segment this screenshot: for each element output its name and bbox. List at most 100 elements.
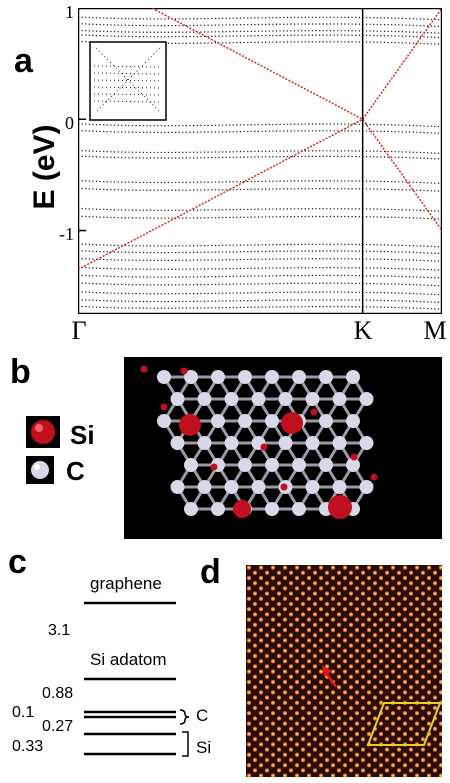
carbon-atom: [211, 502, 225, 516]
si-adatom-level-label: Si adatom: [90, 650, 167, 669]
carbon-atom: [265, 370, 279, 384]
silicon-atom: [233, 500, 251, 518]
silicon-atom: [280, 483, 288, 491]
silicon-atom: [310, 408, 318, 416]
inset-band-line: [93, 100, 163, 103]
carbon-atom: [359, 436, 374, 450]
band-line: [78, 29, 442, 34]
carbon-atom: [265, 502, 279, 516]
band-line: [78, 149, 442, 155]
silicon-atom: [328, 495, 352, 519]
carbon-atom: [292, 458, 306, 472]
defect-arrow: [324, 672, 338, 688]
carbon-atom: [184, 502, 198, 516]
carbon-atom: [359, 480, 374, 494]
band-line: [78, 207, 442, 212]
x-tick-label-k: K: [353, 316, 373, 345]
band-line: [78, 257, 442, 262]
carbon-atom: [305, 436, 320, 450]
carbon-atom: [251, 480, 266, 494]
carbon-atom: [332, 392, 347, 406]
carbon-atom: [224, 480, 239, 494]
carbon-atom: [319, 414, 333, 428]
energy-level-lines: [84, 601, 190, 757]
panel-letter-b: b: [10, 353, 31, 391]
panel-letter-c: c: [8, 543, 27, 581]
band-line: [78, 123, 442, 128]
graphene-level-label: graphene: [90, 574, 162, 593]
carbon-atom: [251, 392, 266, 406]
carbon-atom: [292, 370, 306, 384]
carbon-atom: [292, 502, 306, 516]
band-line: [78, 129, 442, 134]
band-line: [78, 243, 442, 248]
gap-value-3-1: 3.1: [48, 622, 71, 639]
carbon-atom: [332, 480, 347, 494]
carbon-atom: [170, 436, 185, 450]
inset-band-line: [93, 72, 163, 75]
unit-cell-marker: [366, 702, 442, 746]
band-structure-chart: [78, 8, 442, 314]
panel-letter-d: d: [200, 553, 221, 591]
band-line: [78, 249, 442, 255]
silicon-atom: [260, 443, 268, 451]
silicon-atom: [281, 412, 303, 434]
carbon-atom: [170, 480, 185, 494]
inset-band-line: [93, 86, 163, 89]
si-legend-label: Si: [70, 420, 95, 450]
si-atom-icon: [31, 420, 55, 444]
carbon-atom: [211, 370, 225, 384]
band-line: [78, 179, 442, 185]
silicon-atom: [140, 365, 148, 373]
carbon-bracket: [179, 709, 190, 725]
c-atom-icon: [31, 461, 49, 479]
band-line: [78, 282, 442, 287]
carbon-atom: [211, 414, 225, 428]
band-line: [78, 298, 442, 304]
carbon-atom: [305, 392, 320, 406]
carbon-atom: [238, 458, 252, 472]
gap-value-0-88: 0.88: [42, 685, 74, 702]
arrow-head-icon: [322, 665, 332, 677]
si-graphene-structure-image: [124, 357, 442, 539]
carbon-atom: [278, 436, 293, 450]
y-tick-label: 0: [65, 113, 74, 133]
carbon-atom: [346, 414, 360, 428]
silicon-atom: [210, 463, 218, 471]
inset-band-line: [93, 93, 163, 96]
band-line: [78, 155, 442, 160]
silicon-bracket-label: Si: [196, 738, 212, 757]
c-legend-swatch: [26, 456, 54, 484]
carbon-atom: [319, 458, 333, 472]
x-tick-label-gamma: Γ: [71, 316, 87, 345]
band-line: [78, 16, 442, 21]
carbon-atom: [278, 392, 293, 406]
carbon-atom: [224, 392, 239, 406]
carbon-atom: [224, 436, 239, 450]
y-tick-label: -1: [59, 224, 74, 244]
inset-frame: [89, 41, 167, 121]
gap-value-0-33: 0.33: [12, 738, 44, 755]
silicon-atom: [179, 414, 201, 436]
si-legend-swatch: [26, 416, 60, 448]
carbon-atom: [184, 458, 198, 472]
carbon-atom: [170, 392, 185, 406]
carbon-atom: [238, 414, 252, 428]
band-line: [78, 187, 442, 192]
x-tick-label-m: M: [423, 316, 447, 345]
silicon-atom: [180, 367, 188, 375]
carbon-atom: [184, 370, 198, 384]
band-line: [78, 22, 442, 28]
band-line: [78, 305, 442, 310]
band-line: [78, 215, 442, 220]
carbon-atom: [238, 370, 252, 384]
carbon-atom: [197, 436, 212, 450]
band-line: [78, 34, 442, 39]
gap-value-0-1: 0.1: [12, 704, 35, 721]
silicon-bracket: [182, 731, 189, 757]
carbon-atom: [346, 458, 360, 472]
carbon-bracket-label: C: [196, 706, 209, 725]
c-legend-label: C: [66, 456, 85, 486]
silicon-atom: [160, 403, 168, 411]
silicon-atom: [350, 453, 358, 461]
